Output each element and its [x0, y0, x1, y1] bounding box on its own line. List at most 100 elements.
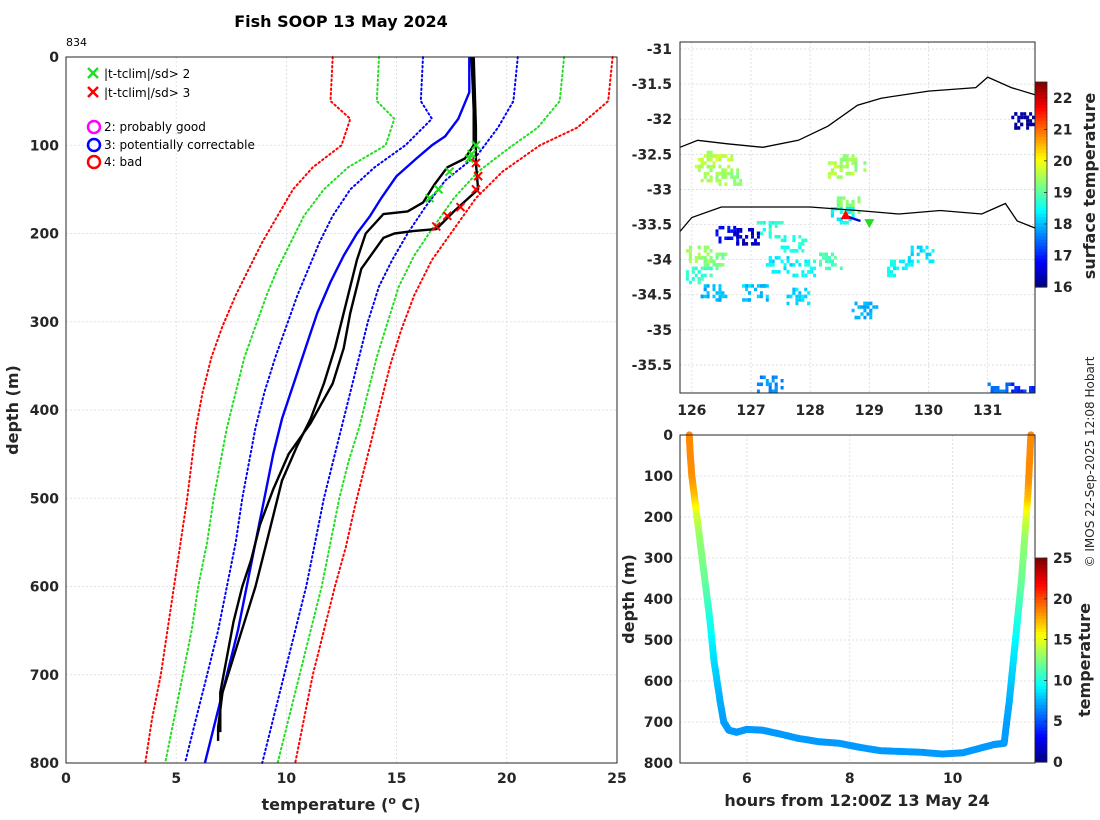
sst-cell	[845, 164, 849, 169]
sst-cell	[718, 263, 722, 267]
sst-cell	[759, 221, 763, 225]
map-colorbar-segment	[1035, 126, 1047, 131]
depth-time-y-tick: 500	[644, 633, 673, 649]
sst-cell	[1017, 126, 1021, 130]
depth-time-colorbar-label: temperature	[1075, 603, 1094, 717]
depth-time-y-tick: 0	[663, 428, 673, 444]
sst-cell	[774, 270, 778, 274]
sst-cell	[756, 294, 760, 299]
sst-cell	[786, 245, 790, 250]
map-colorbar-label: surface temperature	[1080, 93, 1099, 280]
sst-cell	[700, 277, 704, 281]
sst-cell	[718, 171, 722, 176]
depth-time-grid	[680, 434, 1035, 764]
sst-cell	[724, 175, 728, 179]
sst-cell	[688, 245, 692, 250]
legend-2sd-marker	[87, 67, 99, 79]
sst-cell	[901, 259, 905, 264]
sst-cell	[1005, 389, 1009, 393]
sst-cell	[1005, 386, 1009, 390]
sst-cell	[703, 263, 707, 267]
sst-cell	[810, 266, 814, 271]
sst-cell	[857, 315, 861, 320]
sst-cell	[709, 273, 713, 278]
sst-cell	[730, 157, 734, 162]
profile-panel: Fish SOOP 13 May 2024 834 0 5 10 15 20 25 0 100…	[3, 12, 627, 814]
sst-cell	[780, 386, 784, 390]
sst-cell	[1023, 389, 1027, 393]
sst-cell	[700, 273, 704, 278]
profile-id-label: 834	[66, 36, 87, 49]
sst-cell	[730, 154, 734, 158]
sst-cell	[718, 236, 722, 240]
depth-time-colorbar-segment	[1035, 691, 1047, 696]
depth-time-colorbar-segment	[1035, 739, 1047, 744]
sst-cell	[860, 305, 864, 309]
sst-cell	[724, 252, 728, 257]
depth-time-colorbar-segment	[1035, 749, 1047, 754]
sst-cell	[830, 168, 834, 172]
sst-cell	[736, 231, 740, 235]
sst-cell	[706, 291, 710, 295]
sst-cell	[694, 273, 698, 278]
depth-time-colorbar-segment	[1035, 726, 1047, 731]
depth-time-y-axis-label: depth (m)	[619, 554, 638, 644]
sst-cell	[765, 263, 769, 267]
sst-cell	[857, 196, 861, 200]
profile-legend: |t-tclim|/sd> 2 |t-tclim|/sd> 3 2: proba…	[86, 67, 255, 170]
sst-cell	[804, 287, 808, 292]
map-colorbar-segment	[1035, 258, 1047, 262]
sst-cell	[919, 249, 923, 253]
depth-time-colorbar-segment	[1035, 570, 1047, 575]
depth-time-colorbar-segment	[1035, 679, 1047, 683]
sst-cell	[768, 256, 772, 260]
sst-cell	[736, 228, 740, 232]
sst-cell	[810, 270, 814, 274]
sst-cell	[910, 263, 914, 267]
depth-time-colorbar-segment	[1035, 564, 1047, 569]
sst-cell	[774, 256, 778, 260]
sst-cell	[759, 291, 763, 295]
sst-cell	[715, 157, 719, 162]
sst-cell	[1029, 112, 1033, 116]
sst-cell	[822, 252, 825, 257]
map-colorbar-segment	[1035, 271, 1047, 275]
sst-cell	[691, 266, 695, 271]
sst-cell	[825, 259, 828, 264]
sst-cell	[1026, 126, 1030, 130]
sst-cell	[887, 273, 891, 278]
sst-cell	[783, 245, 787, 250]
profile-series-line	[203, 57, 471, 764]
depth-time-colorbar-segment	[1035, 561, 1047, 565]
sst-cell	[925, 256, 929, 260]
sst-cell	[801, 270, 805, 274]
legend-flag4-label: 4: bad	[104, 155, 142, 169]
sst-cell	[839, 164, 843, 169]
map-y-tick: -32	[647, 112, 672, 128]
sst-cell	[718, 252, 722, 257]
sst-cell	[789, 294, 793, 299]
sst-cell	[685, 270, 689, 274]
sst-cell	[916, 252, 920, 257]
depth-time-y-tick: 200	[644, 510, 673, 526]
sst-cell	[736, 171, 740, 176]
sst-cell	[718, 164, 722, 169]
sst-cell	[801, 294, 805, 299]
sst-cell	[890, 259, 893, 264]
sst-cell	[736, 235, 740, 239]
sst-cell	[774, 382, 778, 386]
map-colorbar-segment	[1035, 239, 1047, 243]
map-colorbar-segment	[1035, 130, 1047, 134]
sst-cell	[848, 217, 852, 221]
sst-cell	[807, 291, 811, 295]
depth-time-x-tick: 6	[742, 771, 752, 787]
sst-cell	[742, 238, 746, 243]
sst-cell	[715, 266, 719, 271]
sst-cell	[807, 301, 811, 306]
sst-cell	[783, 263, 787, 267]
depth-time-colorbar-segment	[1035, 596, 1047, 601]
depth-time-colorbar-tick: 15	[1053, 633, 1072, 649]
sst-cell	[715, 154, 719, 158]
sst-cell	[857, 210, 861, 214]
map-y-tick: -33.5	[632, 218, 672, 234]
